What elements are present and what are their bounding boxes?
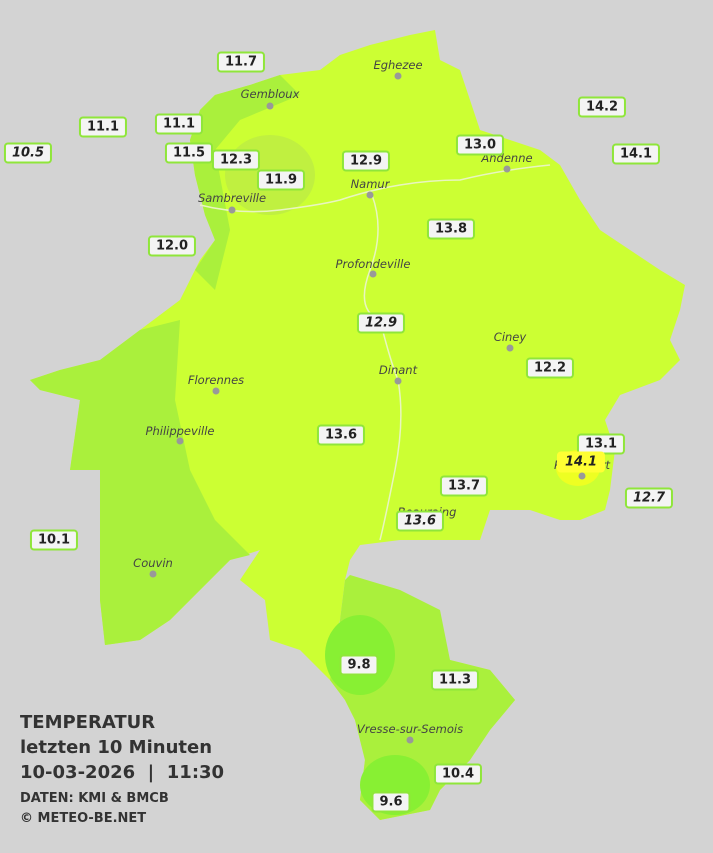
city-label: Couvin xyxy=(133,556,173,570)
city-label: Gembloux xyxy=(240,87,300,101)
subtitle: letzten 10 Minuten xyxy=(20,737,213,758)
city-dot xyxy=(394,72,402,80)
city-label: Vresse-sur-Semois xyxy=(356,722,464,736)
station-label: 13.7 xyxy=(439,475,489,497)
city-dot xyxy=(366,191,374,199)
station-label: 9.8 xyxy=(339,654,379,676)
station-label: 10.1 xyxy=(29,529,79,551)
source: DATEN: KMI & BMCB xyxy=(20,791,169,806)
city-dot xyxy=(228,206,236,214)
station-label: 12.9 xyxy=(356,312,406,334)
station-label: 11.3 xyxy=(430,669,480,691)
station-label: 14.1 xyxy=(556,451,606,473)
station-label: 11.5 xyxy=(164,142,214,164)
city-dot xyxy=(406,736,414,744)
station-label: 11.1 xyxy=(78,116,128,138)
station-label: 11.9 xyxy=(256,169,306,191)
station-label: 12.3 xyxy=(211,149,261,171)
station-label: 11.1 xyxy=(154,113,204,135)
city-dot xyxy=(266,102,274,110)
copyright: © METEO-BE.NET xyxy=(20,811,147,826)
city-dot xyxy=(394,377,402,385)
city-label: Florennes xyxy=(187,373,245,387)
station-label: 14.2 xyxy=(577,96,627,118)
city-label: Profondeville xyxy=(335,257,411,271)
city-dot xyxy=(506,344,514,352)
city-dot xyxy=(176,437,184,445)
station-label: 10.5 xyxy=(3,142,53,164)
station-label: 14.1 xyxy=(611,143,661,165)
city-dot xyxy=(578,472,586,480)
city-label: Namur xyxy=(350,177,390,191)
station-label: 12.2 xyxy=(525,357,575,379)
zone-nw xyxy=(190,75,300,290)
city-dot xyxy=(149,570,157,578)
city-label: Ciney xyxy=(493,330,527,344)
city-label: Dinant xyxy=(378,363,418,377)
station-label: 12.9 xyxy=(341,150,391,172)
city-label: Sambreville xyxy=(197,191,267,205)
city-label: Eghezee xyxy=(373,58,423,72)
station-label: 13.6 xyxy=(395,510,445,532)
station-label: 13.8 xyxy=(426,218,476,240)
station-label: 13.6 xyxy=(316,424,366,446)
station-label: 11.7 xyxy=(216,51,266,73)
title: TEMPERATUR xyxy=(20,712,156,733)
river xyxy=(199,164,551,541)
zone-west xyxy=(30,320,250,645)
city-dot xyxy=(503,165,511,173)
station-label: 13.0 xyxy=(455,134,505,156)
station-label: 9.6 xyxy=(371,791,411,813)
station-label: 12.0 xyxy=(147,235,197,257)
city-dot xyxy=(212,387,220,395)
station-label: 10.4 xyxy=(433,763,483,785)
city-dot xyxy=(369,270,377,278)
station-label: 12.7 xyxy=(624,487,674,509)
timestamp: 10-03-2026 | 11:30 xyxy=(20,762,225,783)
city-label: Philippeville xyxy=(145,424,215,438)
